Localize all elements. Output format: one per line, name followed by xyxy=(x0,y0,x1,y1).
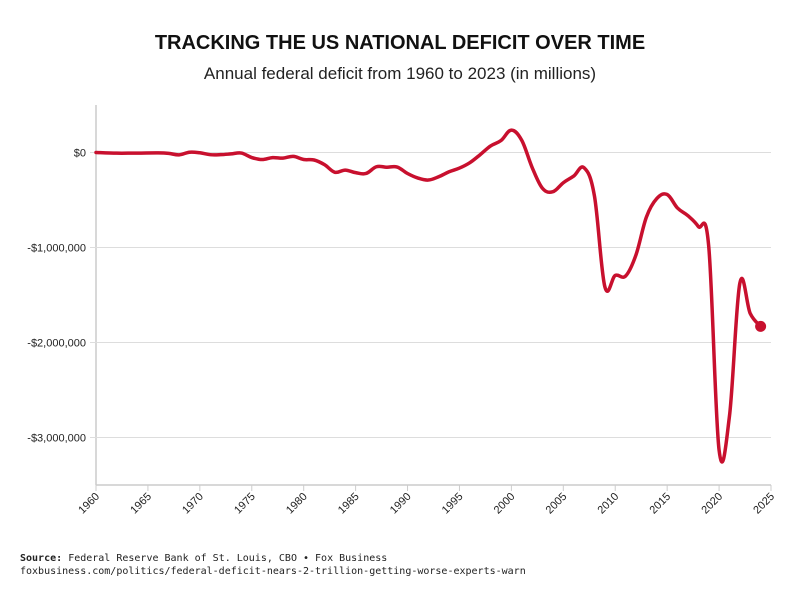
source-url: foxbusiness.com/politics/federal-deficit… xyxy=(20,566,526,577)
x-tick-label: 2010 xyxy=(596,491,622,517)
chart-title: TRACKING THE US NATIONAL DEFICIT OVER TI… xyxy=(154,32,646,54)
x-tick-label: 2025 xyxy=(751,491,777,517)
x-tick-label: 2015 xyxy=(647,491,673,517)
end-point-marker xyxy=(755,320,767,332)
x-tick-label: 1960 xyxy=(76,491,102,517)
x-tick-label: 1970 xyxy=(180,491,206,517)
x-tick-label: 1985 xyxy=(336,491,362,517)
y-axis: $0 -$1,000,000 -$2,000,000 -$3,000,000 xyxy=(27,148,86,445)
source-text: Federal Reserve Bank of St. Louis, CBO •… xyxy=(68,553,388,564)
source-label: Source: xyxy=(20,553,63,564)
gridlines xyxy=(90,105,771,486)
x-tick-label: 1980 xyxy=(284,491,310,517)
x-tick-label: 2005 xyxy=(544,491,570,517)
x-tick-label: 1965 xyxy=(128,491,154,517)
y-tick-label: -$1,000,000 xyxy=(27,243,86,255)
x-tick-label: 1990 xyxy=(388,491,414,517)
y-tick-label: $0 xyxy=(74,148,86,160)
y-tick-label: -$3,000,000 xyxy=(27,433,86,445)
source-note: Source: Federal Reserve Bank of St. Loui… xyxy=(20,552,526,578)
x-axis: 1960 1965 1970 1975 1980 1985 1990 1995 2000 2005… xyxy=(76,485,777,516)
series-lines xyxy=(94,128,767,464)
chart-subtitle: Annual federal deficit from 1960 to 2023… xyxy=(203,64,597,83)
series-line-deficit xyxy=(94,128,763,464)
y-tick-label: -$2,000,000 xyxy=(27,338,86,350)
x-tick-label: 2000 xyxy=(492,491,518,517)
x-tick-label: 2020 xyxy=(699,491,725,517)
x-tick-label: 1975 xyxy=(232,491,258,517)
x-tick-label: 1995 xyxy=(440,491,466,517)
